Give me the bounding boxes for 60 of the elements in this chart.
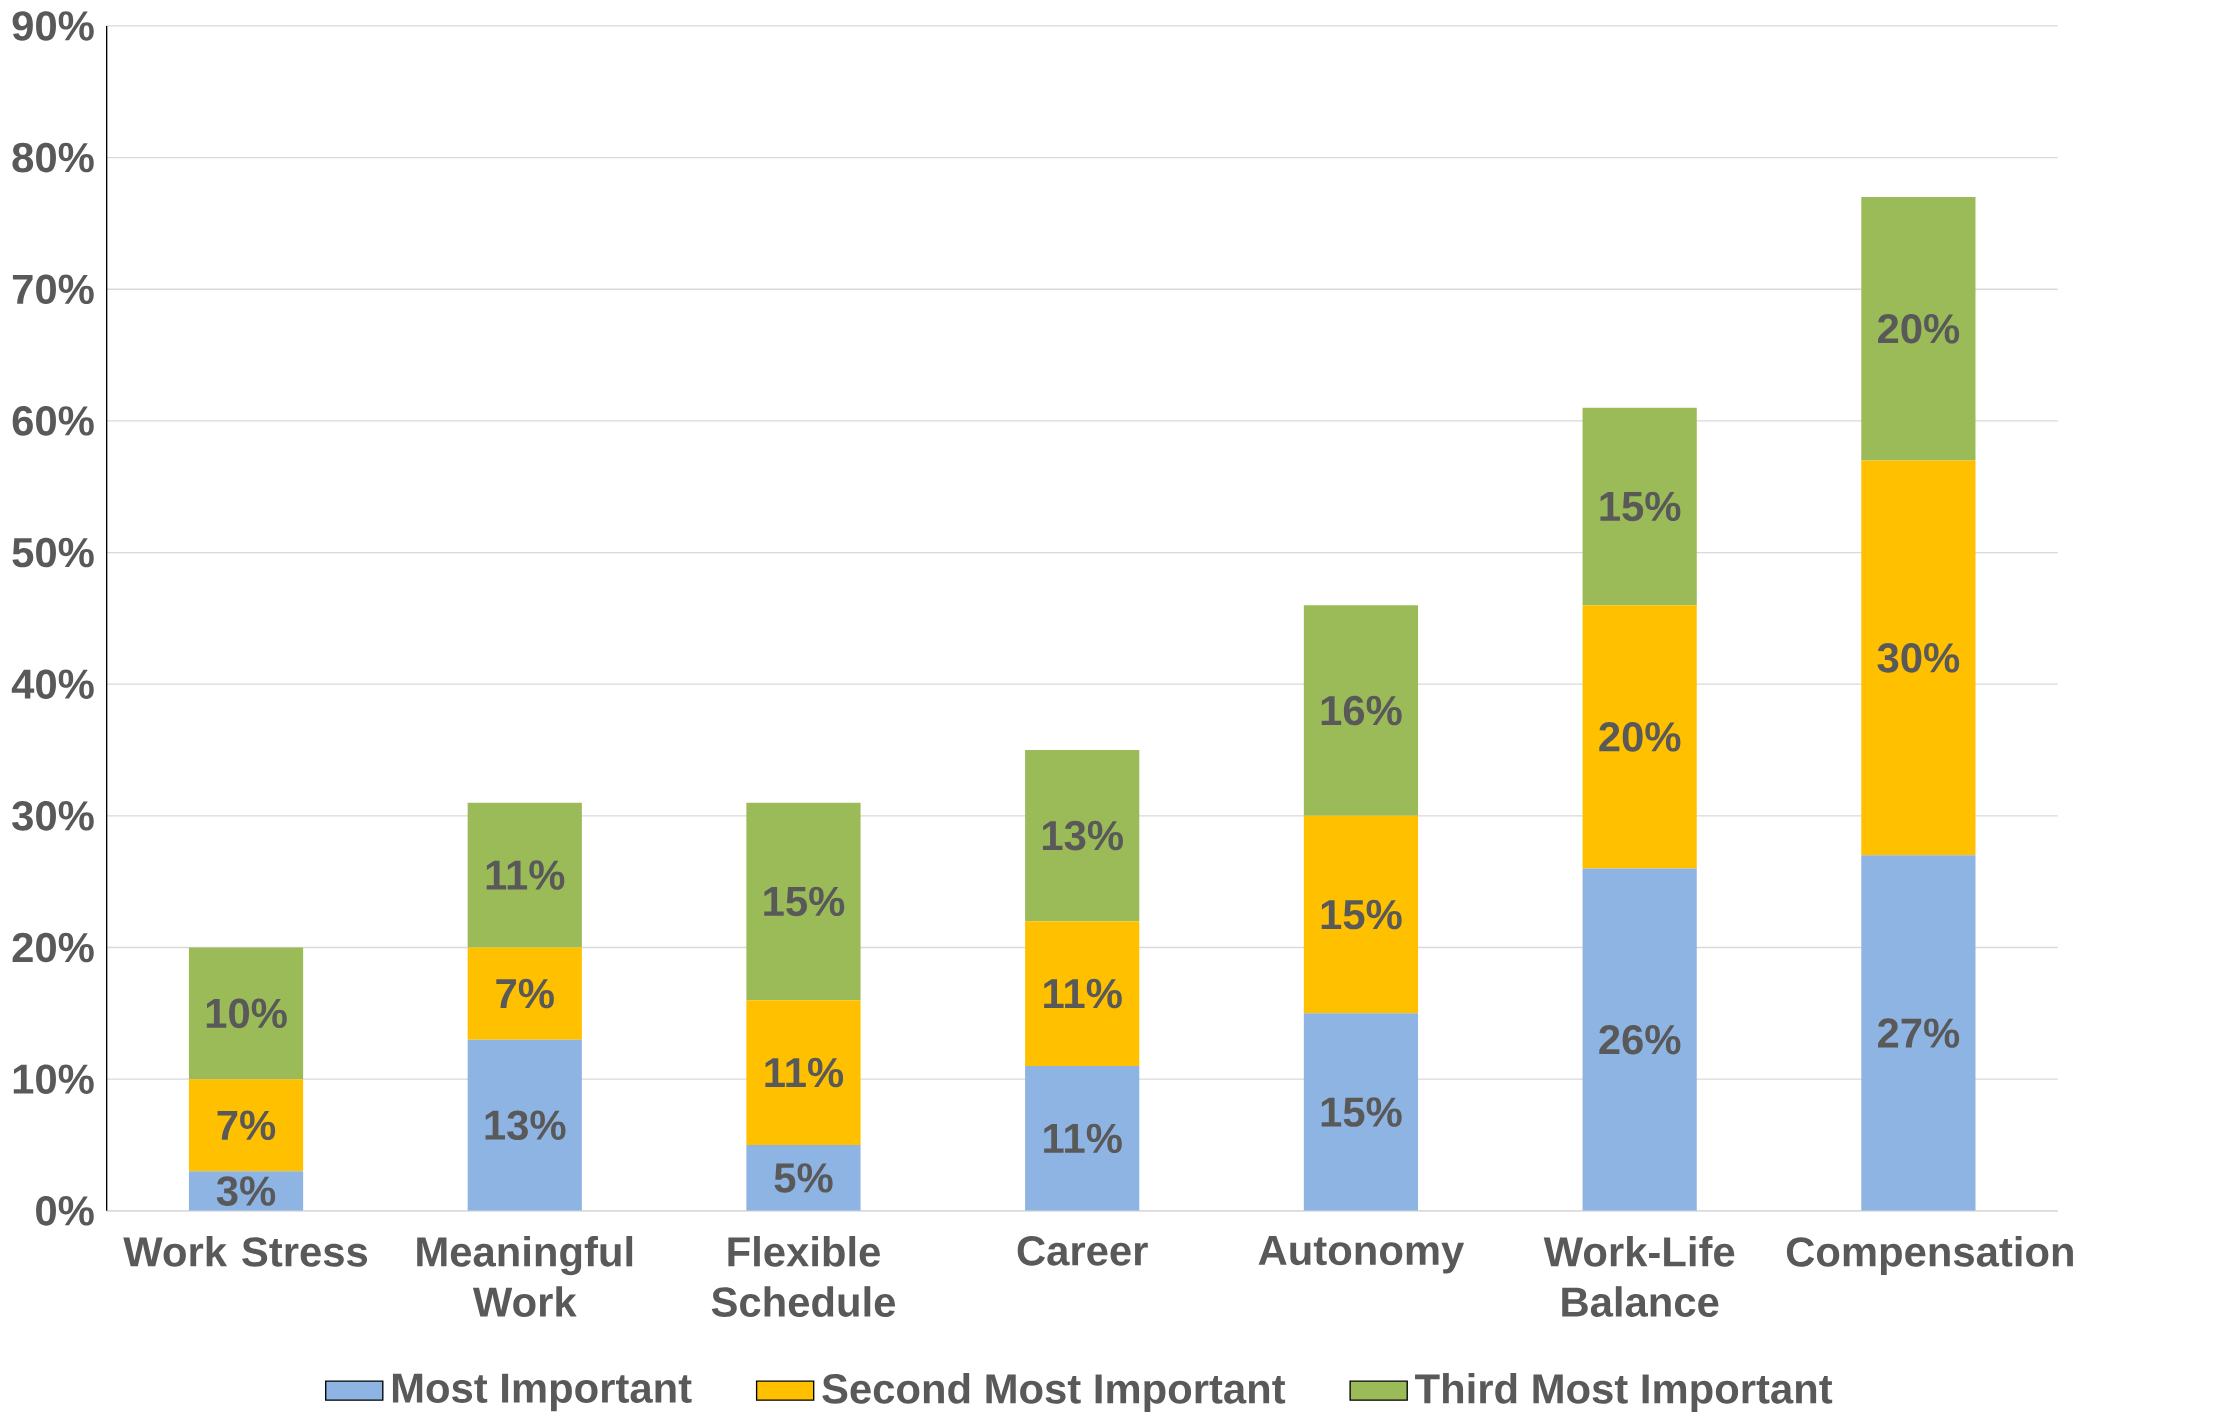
bar <box>1303 1013 1419 1211</box>
bar <box>1303 816 1419 1014</box>
bar <box>1861 197 1976 461</box>
legend-label: Third Most Important <box>1415 1373 1833 1413</box>
data-label: 7% <box>217 1110 276 1141</box>
data-label: 13% <box>1042 820 1123 851</box>
bar <box>467 802 582 948</box>
y-tick-label: 10% <box>13 1064 94 1095</box>
x-tick-label: Autonomy <box>1258 1236 1465 1274</box>
bar <box>1303 605 1419 817</box>
data-label: 13% <box>485 1110 566 1141</box>
y-tick-label: 80% <box>12 142 94 173</box>
x-tick-label: Flexible Schedule <box>711 1236 896 1318</box>
data-label: 11% <box>1044 1123 1122 1154</box>
data-label: 15% <box>1321 899 1402 930</box>
bar <box>746 1000 861 1146</box>
x-tick-label: Career <box>1017 1236 1148 1266</box>
data-label: 11% <box>765 1058 844 1088</box>
x-tick-label: Work Stress <box>123 1236 368 1267</box>
bar <box>1582 605 1697 869</box>
data-label: 15% <box>1600 491 1681 522</box>
bar <box>1582 868 1697 1211</box>
y-tick-label: 40% <box>11 669 94 700</box>
data-label: 5% <box>774 1163 833 1193</box>
data-label: 30% <box>1877 643 1960 673</box>
data-label: 20% <box>1878 314 1960 344</box>
data-label: 15% <box>764 886 845 917</box>
y-tick-label: 20% <box>12 932 94 963</box>
data-label: 26% <box>1599 1025 1681 1055</box>
legend-label: Most Important <box>392 1373 692 1412</box>
data-label: 27% <box>1878 1018 1960 1048</box>
y-tick-label: 70% <box>12 274 94 305</box>
data-label: 3% <box>216 1176 276 1207</box>
bar <box>188 1079 304 1172</box>
bar <box>188 947 304 1080</box>
x-tick-label: Meaningful Work <box>417 1236 633 1318</box>
data-label: 16% <box>1321 695 1402 726</box>
data-label: 11% <box>1044 979 1122 1009</box>
data-label: 11% <box>486 860 565 890</box>
y-tick-label: 90% <box>12 11 94 41</box>
data-label: 10% <box>206 998 287 1029</box>
data-label: 15% <box>1321 1097 1402 1127</box>
bar <box>1025 750 1140 922</box>
bar <box>1861 460 1976 856</box>
bar <box>1025 1066 1140 1211</box>
y-tick-label: 50% <box>12 537 94 568</box>
y-tick-label: 0% <box>36 1196 94 1226</box>
bar <box>746 802 861 1001</box>
x-tick-label: Compensation <box>1786 1236 2073 1276</box>
bar <box>1861 855 1976 1211</box>
data-label: 7% <box>496 979 554 1009</box>
data-label: 20% <box>1599 722 1681 752</box>
bar <box>1582 407 1697 606</box>
legend-label: Second Most Important <box>822 1373 1286 1413</box>
bar <box>467 1039 582 1211</box>
bar <box>467 947 582 1040</box>
y-tick-label: 30% <box>12 801 94 831</box>
bar <box>1025 921 1140 1067</box>
y-tick-label: 60% <box>12 406 94 436</box>
x-tick-label: Work-Life Balance <box>1543 1236 1735 1318</box>
